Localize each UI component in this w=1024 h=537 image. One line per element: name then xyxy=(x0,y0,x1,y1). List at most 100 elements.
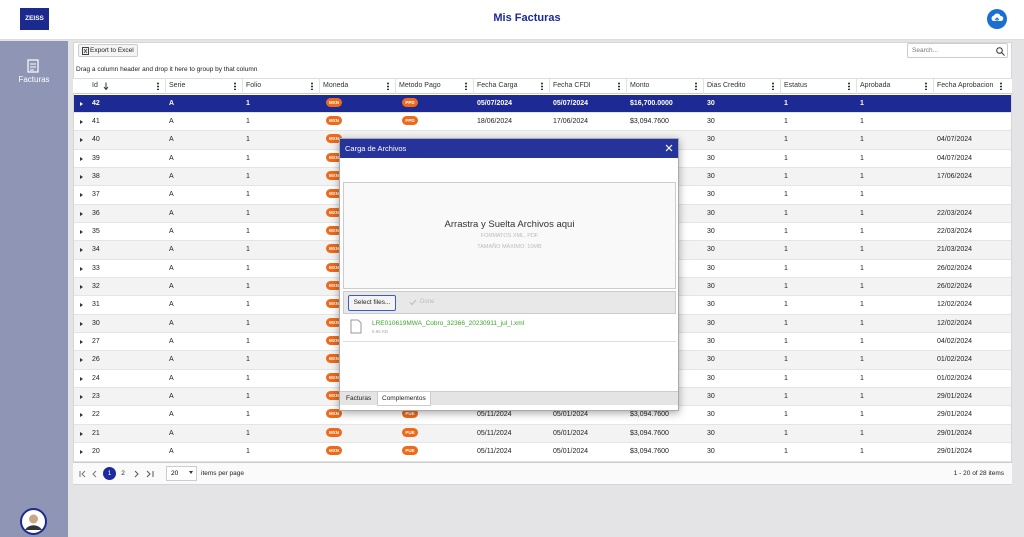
cell: 1 xyxy=(860,411,864,419)
column-header: Aprobada xyxy=(860,82,891,89)
cell: 30 xyxy=(92,319,100,327)
cell: 32 xyxy=(92,283,100,290)
group-hint: Drag a column header and drop it here to… xyxy=(76,66,258,73)
column-divider xyxy=(395,78,396,94)
cell: 1 xyxy=(784,209,788,217)
search-icon xyxy=(996,47,1005,56)
column-divider xyxy=(242,78,243,94)
page-size: 20 xyxy=(171,470,179,477)
cell: 1 xyxy=(784,429,788,437)
done-button[interactable]: Done xyxy=(420,299,435,305)
search-box[interactable]: Search... xyxy=(907,43,1008,58)
menu-item[interactable]: Facturas xyxy=(18,75,50,84)
row-border xyxy=(74,442,1011,444)
cell: 1 xyxy=(246,319,250,327)
expand-arrow xyxy=(80,431,83,436)
upload-actions: Select files... Done xyxy=(343,291,676,314)
column-header: Fecha Carga xyxy=(477,82,518,89)
upload-icon[interactable] xyxy=(987,9,1007,29)
badge: MXN xyxy=(326,244,342,254)
expand-arrow xyxy=(80,174,83,179)
cell: A xyxy=(169,448,174,456)
cell: A xyxy=(169,99,175,107)
column-menu xyxy=(541,82,543,90)
badge: MXN xyxy=(326,427,342,437)
cell: 21 xyxy=(92,429,100,437)
logo[interactable]: ZEISS xyxy=(20,8,49,30)
cell: 38 xyxy=(92,172,100,180)
expand-arrow xyxy=(80,248,83,253)
cell: 30 xyxy=(707,393,715,401)
cell: 26/02/2024 xyxy=(937,283,973,290)
cell: A xyxy=(169,117,174,125)
cell: 1 xyxy=(784,448,788,456)
cell: 01/02/2024 xyxy=(937,374,973,382)
cell: 1 xyxy=(784,283,788,290)
export-button[interactable]: Export to Excel xyxy=(78,44,138,57)
cell: 22/03/2024 xyxy=(937,227,973,235)
cell: 1 xyxy=(246,172,250,180)
cell: A xyxy=(169,356,174,364)
avatar[interactable] xyxy=(20,508,47,535)
sort-icon[interactable] xyxy=(103,82,109,90)
modal-title-bar: Carga de Archivos xyxy=(340,139,678,158)
cell: 1 xyxy=(246,136,250,144)
expand-arrow xyxy=(80,340,83,345)
page-size-select[interactable]: 20 xyxy=(166,466,197,481)
badge: PUE xyxy=(402,427,418,437)
cell: 30 xyxy=(707,209,715,217)
badge: MXN xyxy=(326,354,342,364)
cell: 05/11/2024 xyxy=(477,411,512,419)
column-menu xyxy=(848,82,850,90)
cell: 1 xyxy=(860,227,864,235)
facturas-icon[interactable] xyxy=(25,58,41,74)
page-link[interactable]: 2 xyxy=(121,470,125,477)
cell: 1 xyxy=(784,227,788,235)
cell: $3,094.7600 xyxy=(630,429,669,437)
tab-active[interactable]: Complementos xyxy=(377,392,431,406)
cell: $3,094.7600 xyxy=(630,448,669,456)
modal-tabs: Facturas Complementos xyxy=(340,391,678,406)
badge: MXN xyxy=(326,409,342,419)
cell: 1 xyxy=(246,411,250,419)
cell: 31 xyxy=(92,301,100,309)
cell: 24 xyxy=(92,374,100,382)
cell: 1 xyxy=(784,136,788,144)
cell: 30 xyxy=(707,172,715,180)
column-menu xyxy=(234,82,236,90)
cell: 05/01/2024 xyxy=(553,411,589,419)
page-current[interactable]: 1 xyxy=(103,467,116,480)
cell: 30 xyxy=(707,117,715,125)
badge: MXN xyxy=(326,189,342,199)
cell: 01/02/2024 xyxy=(937,356,973,364)
cell: 30 xyxy=(707,301,715,309)
cell: 1 xyxy=(784,99,788,107)
pager-prev[interactable] xyxy=(79,470,105,478)
row-border xyxy=(74,111,1011,113)
column-header: Dias Credito xyxy=(707,82,746,89)
badge: PPD xyxy=(402,115,418,125)
expand-arrow xyxy=(80,266,83,271)
column-menu xyxy=(772,82,774,90)
cell: 1 xyxy=(784,117,788,125)
search-placeholder: Search... xyxy=(912,47,939,54)
cell: A xyxy=(169,136,174,144)
cell: 30 xyxy=(707,227,715,235)
cell: $3,094.7600 xyxy=(630,411,669,419)
cell: A xyxy=(169,411,174,419)
tab[interactable]: Facturas xyxy=(346,395,372,402)
select-files-button[interactable]: Select files... xyxy=(348,295,396,311)
dropzone[interactable]: Arrastra y Suelta Archivos aqui FORMATOS… xyxy=(343,182,676,289)
pager-next[interactable] xyxy=(132,470,158,478)
file-name: LRE010619MWA_Cobro_32366_20230911_jul_l.… xyxy=(372,320,525,327)
badge: PPD xyxy=(402,97,418,107)
dropdown-arrow xyxy=(189,471,193,474)
cell: 1 xyxy=(784,319,788,327)
badge: MXN xyxy=(326,299,342,309)
cell: A xyxy=(169,154,174,162)
cell: 29/01/2024 xyxy=(937,411,973,419)
cell: 30 xyxy=(707,374,715,382)
close-button[interactable] xyxy=(665,144,673,152)
cell: 05/07/2024 xyxy=(477,99,513,107)
cell: 1 xyxy=(784,374,788,382)
